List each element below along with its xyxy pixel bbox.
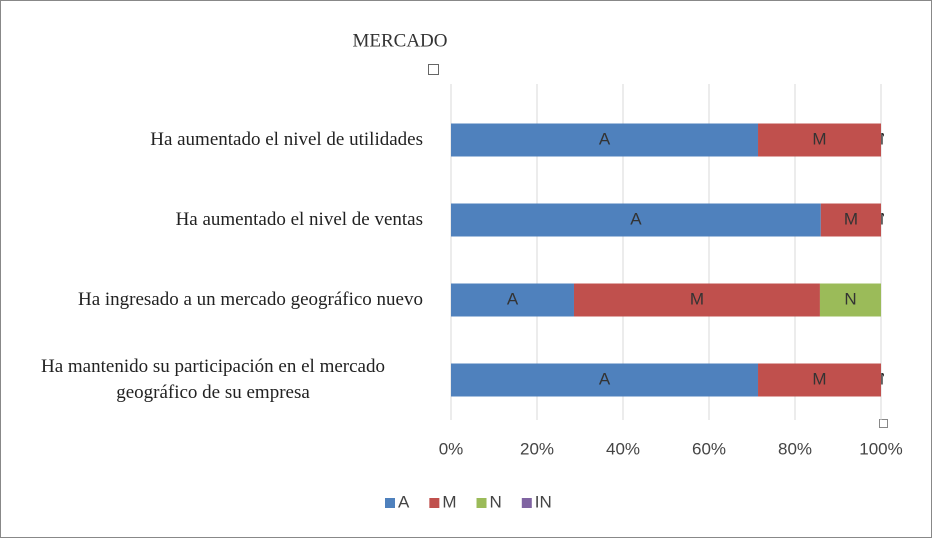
data-label: M	[690, 289, 704, 308]
x-tick-label: 0%	[439, 439, 464, 458]
x-tick-label: 80%	[778, 439, 812, 458]
bar-segment	[573, 283, 820, 317]
data-label: A	[630, 209, 642, 228]
data-label: N	[880, 369, 892, 388]
bar-segment	[451, 203, 821, 237]
bar-segment	[758, 123, 881, 157]
legend-swatch	[521, 498, 532, 508]
data-label: A	[507, 289, 519, 308]
data-label: M	[812, 369, 826, 388]
x-tick-label: 20%	[520, 439, 554, 458]
data-label: N	[880, 209, 892, 228]
legend-label: A	[398, 492, 410, 511]
bar-segment	[451, 363, 759, 397]
data-label: N	[844, 289, 856, 308]
bar-segment	[758, 363, 881, 397]
x-tick-label: 60%	[692, 439, 726, 458]
category-text: Ha ingresado a un mercado geográfico nue…	[77, 289, 423, 310]
x-tick-label: 40%	[606, 439, 640, 458]
category-label: Ha aumentado el nivel de utilidades	[3, 127, 423, 153]
bars: A M N A M N A M N A M N	[451, 123, 892, 397]
category-text: Ha aumentado el nivel de utilidades	[150, 129, 423, 150]
data-label: N	[880, 129, 892, 148]
x-tick-label: 100%	[859, 439, 902, 458]
legend-swatch	[476, 498, 487, 508]
resize-handle	[879, 419, 888, 428]
bar-segment	[819, 283, 881, 317]
legend-swatch	[385, 498, 395, 508]
bar-segment	[451, 123, 759, 157]
bar-segment	[820, 203, 881, 237]
legend-label: M	[442, 492, 456, 511]
data-label: M	[844, 209, 858, 228]
category-label: Ha aumentado el nivel de ventas	[3, 207, 423, 233]
category-text: Ha aumentado el nivel de ventas	[175, 209, 423, 230]
category-label: Ha mantenido su participación en el merc…	[3, 354, 423, 406]
move-handle	[428, 64, 439, 75]
category-label: Ha ingresado a un mercado geográfico nue…	[3, 287, 423, 313]
chart-title: MERCADO	[352, 30, 447, 51]
category-text: Ha mantenido su participación en el merc…	[41, 356, 385, 403]
legend-swatch	[429, 498, 440, 508]
data-label: A	[599, 369, 611, 388]
data-label: A	[599, 129, 611, 148]
bar-segment	[451, 283, 574, 317]
legend-label: N	[490, 492, 502, 511]
legend-label: IN	[535, 492, 552, 511]
data-label: M	[812, 129, 826, 148]
